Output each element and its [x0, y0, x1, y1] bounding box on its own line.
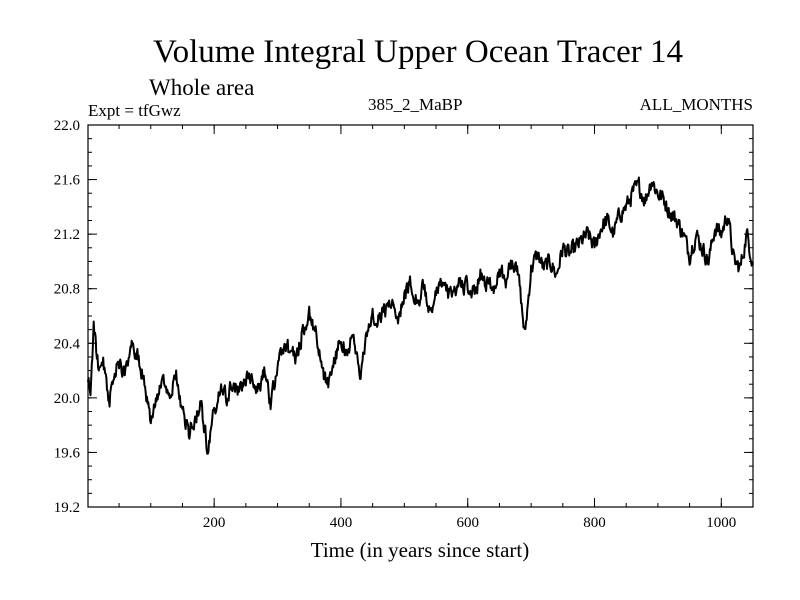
x-axis: 200 400 600 800 1000 [118, 125, 736, 531]
run-label: 385_2_MaBP [368, 95, 462, 114]
y-tick-label: 21.2 [54, 227, 80, 243]
y-tick-label: 22.0 [54, 118, 80, 134]
y-tick-label: 20.0 [54, 391, 80, 407]
x-tick-label: 800 [583, 515, 606, 531]
x-tick-label: 400 [330, 515, 353, 531]
y-tick-label: 20.8 [54, 282, 80, 298]
experiment-label: Expt = tfGwz [88, 101, 181, 120]
x-tick-label: 600 [456, 515, 479, 531]
y-tick-label: 19.2 [54, 500, 80, 516]
x-tick-label: 1000 [706, 515, 736, 531]
y-axis: 19.2 19.6 20.0 20.4 20.8 21.2 21.6 22.0 [54, 118, 753, 516]
series-line-tracer14 [87, 176, 754, 455]
x-tick-label: 200 [203, 515, 226, 531]
y-tick-label: 21.6 [54, 173, 81, 189]
months-label: ALL_MONTHS [640, 95, 753, 114]
x-axis-label: Time (in years since start) [311, 538, 530, 562]
y-tick-label: 19.6 [54, 445, 81, 461]
chart-title: Volume Integral Upper Ocean Tracer 14 [153, 34, 683, 70]
y-tick-label: 20.4 [54, 336, 81, 352]
chart-subtitle: Whole area [149, 75, 254, 100]
